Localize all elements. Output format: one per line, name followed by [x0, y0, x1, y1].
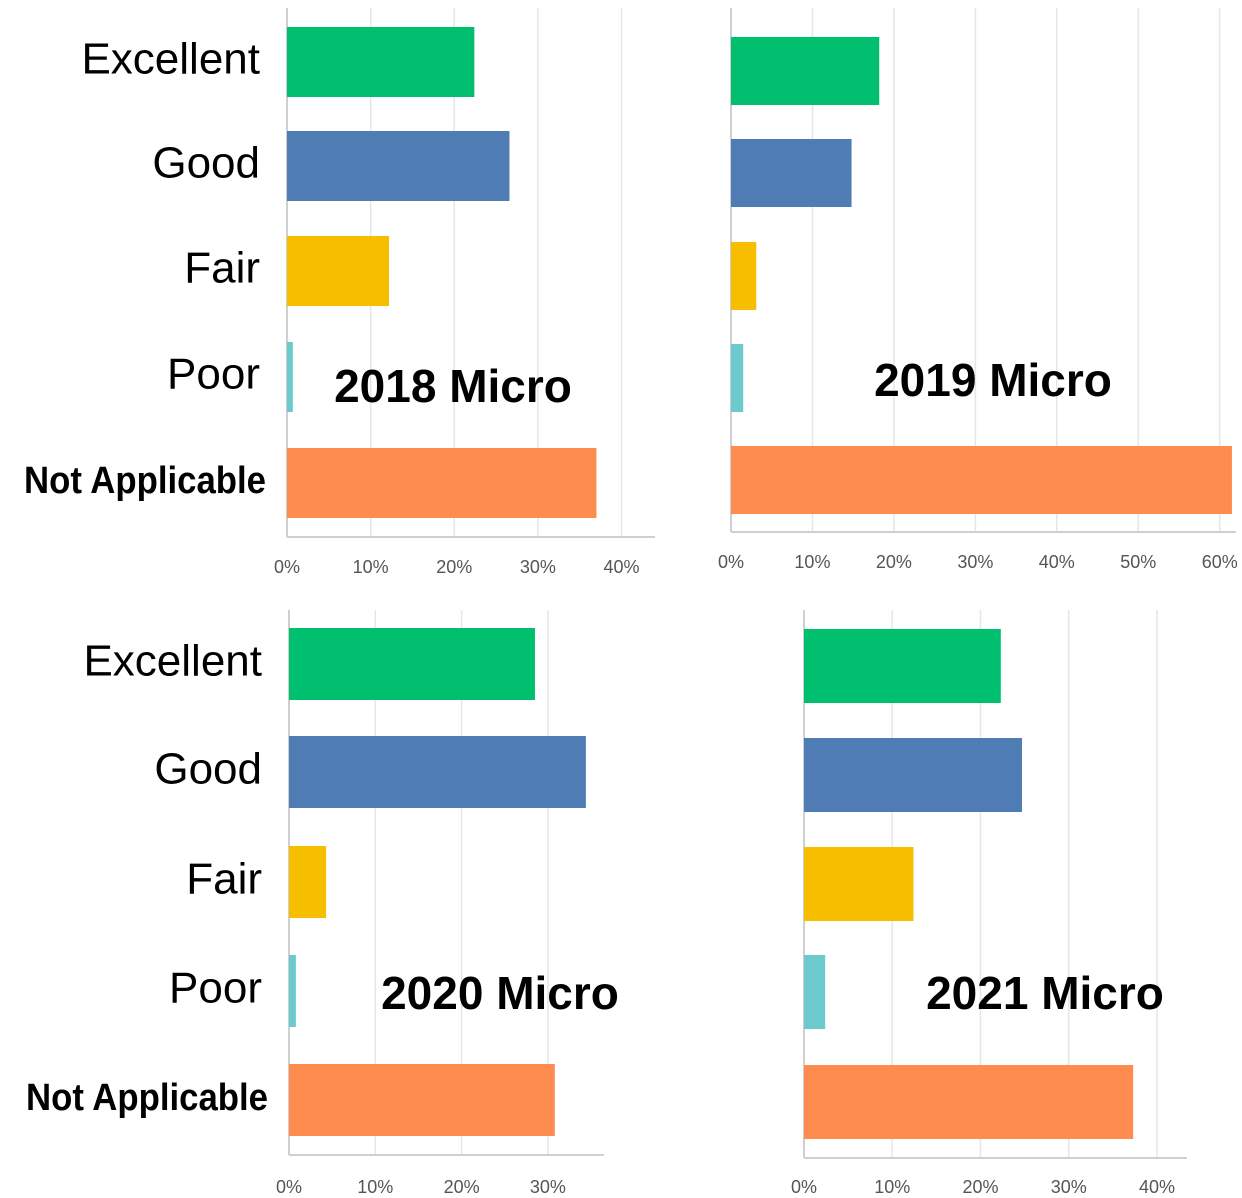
bar — [731, 242, 757, 310]
bar — [731, 139, 852, 207]
category-label: Excellent — [81, 35, 260, 84]
category-label: Not Applicable — [24, 460, 266, 502]
bar — [804, 847, 914, 921]
x-tick-label: 20% — [444, 1177, 480, 1197]
bar — [804, 1065, 1134, 1139]
category-label: Fair — [186, 855, 262, 904]
x-tick-label: 0% — [718, 552, 744, 572]
chart-annotation: 2018 Micro — [334, 360, 572, 412]
bar — [804, 955, 826, 1029]
x-tick-label: 10% — [794, 552, 830, 572]
category-label: Good — [154, 745, 262, 794]
x-tick-label: 20% — [436, 557, 472, 577]
bar — [287, 27, 475, 97]
x-tick-label: 20% — [962, 1177, 998, 1197]
x-tick-label: 0% — [276, 1177, 302, 1197]
x-tick-label: 20% — [876, 552, 912, 572]
x-tick-label: 30% — [530, 1177, 566, 1197]
x-tick-label: 60% — [1202, 552, 1238, 572]
x-tick-label: 30% — [520, 557, 556, 577]
chart-annotation: 2019 Micro — [874, 354, 1112, 406]
x-tick-label: 0% — [791, 1177, 817, 1197]
bar — [287, 342, 293, 412]
x-tick-label: 30% — [1051, 1177, 1087, 1197]
x-tick-label: 0% — [274, 557, 300, 577]
bar — [289, 955, 296, 1027]
category-label: Fair — [184, 244, 260, 293]
bar — [289, 736, 586, 808]
x-tick-label: 10% — [874, 1177, 910, 1197]
bar — [731, 37, 880, 105]
bar — [804, 629, 1001, 703]
bar — [289, 846, 327, 918]
bar — [287, 236, 390, 306]
x-tick-label: 40% — [604, 557, 640, 577]
bar — [731, 344, 744, 412]
x-tick-label: 10% — [357, 1177, 393, 1197]
bar — [804, 738, 1022, 812]
x-tick-label: 40% — [1139, 1177, 1175, 1197]
bar — [287, 448, 597, 518]
x-tick-label: 40% — [1039, 552, 1075, 572]
bar — [287, 131, 510, 201]
category-label: Good — [152, 139, 260, 188]
bar — [731, 446, 1232, 514]
bar — [289, 1064, 555, 1136]
category-label: Not Applicable — [26, 1077, 268, 1119]
category-label: Excellent — [83, 637, 262, 686]
chart-annotation: 2021 Micro — [926, 967, 1164, 1019]
x-tick-label: 10% — [353, 557, 389, 577]
x-tick-label: 30% — [957, 552, 993, 572]
x-tick-label: 50% — [1120, 552, 1156, 572]
category-label: Poor — [169, 964, 262, 1013]
category-label: Poor — [167, 350, 260, 399]
chart-annotation: 2020 Micro — [381, 967, 619, 1019]
bar — [289, 628, 535, 700]
